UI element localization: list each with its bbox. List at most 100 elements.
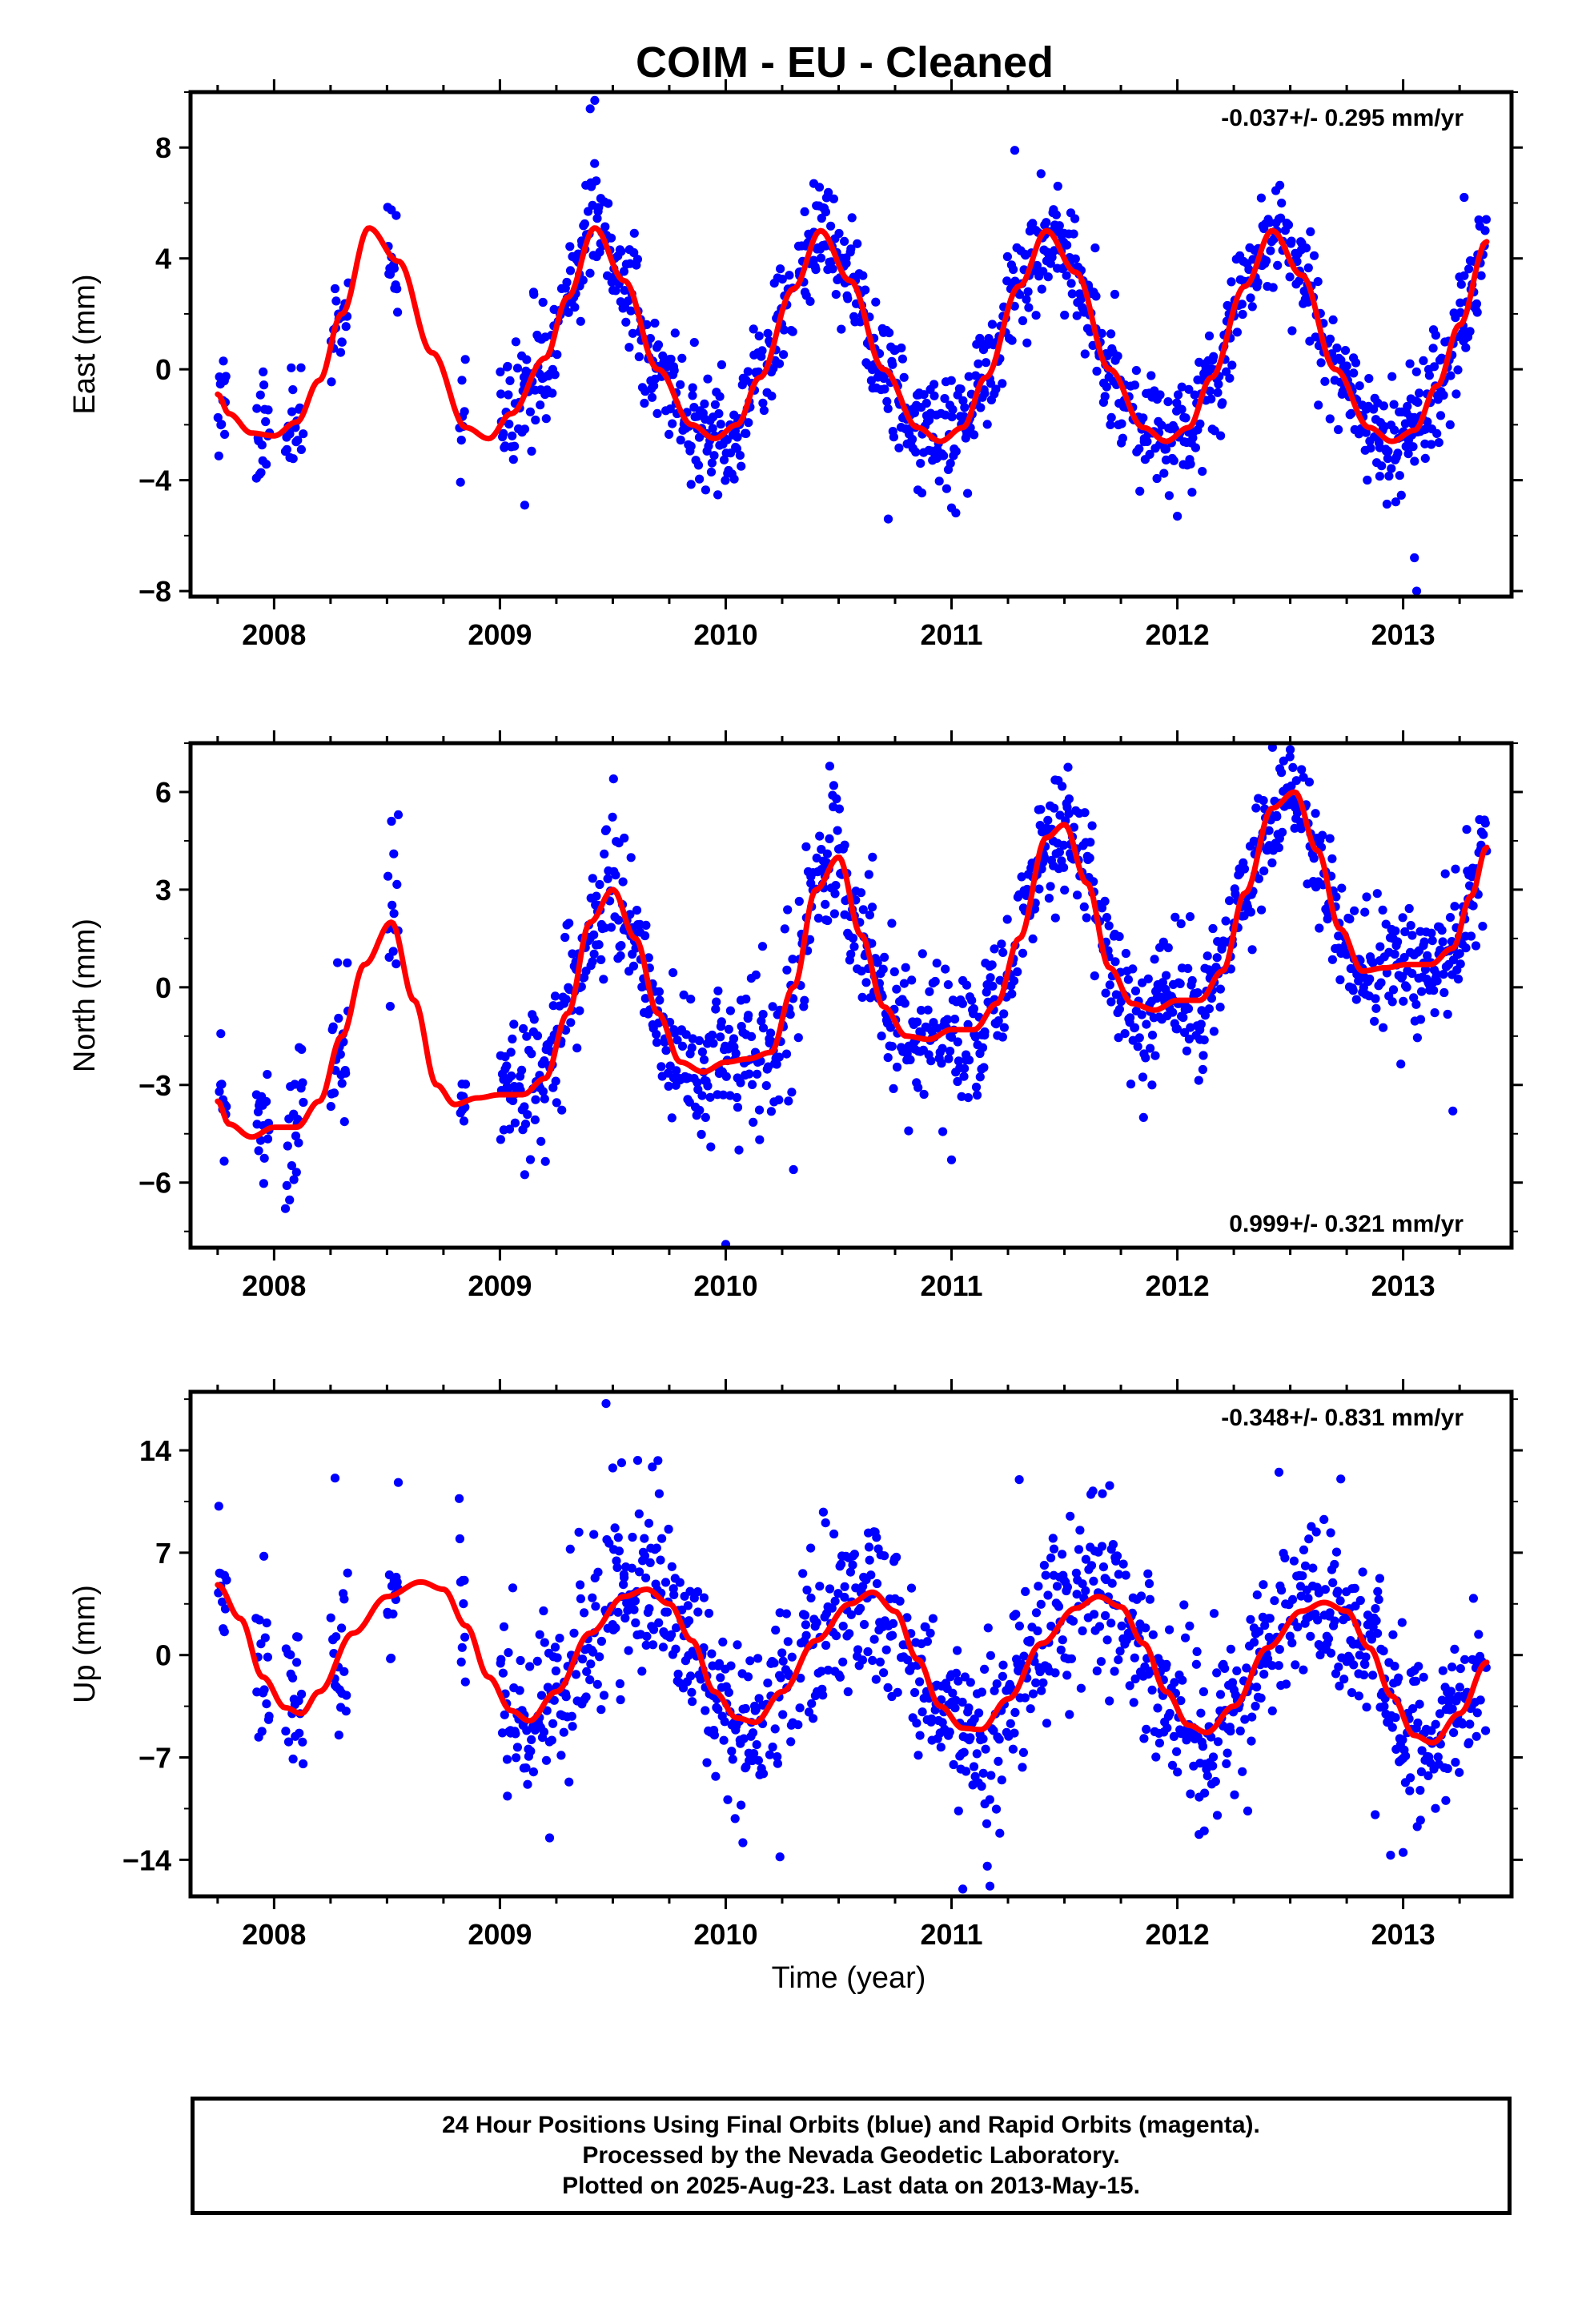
- north-data-point: [1043, 815, 1053, 825]
- east-data-point: [1135, 486, 1145, 497]
- north-data-point: [794, 896, 804, 907]
- east-data-point: [883, 404, 893, 413]
- north-data-point: [1288, 762, 1298, 773]
- up-data-point: [806, 1543, 816, 1553]
- north-data-point: [1200, 1011, 1210, 1020]
- up-data-point: [342, 1691, 351, 1700]
- up-data-point: [1090, 1610, 1099, 1619]
- north-plot-frame: [188, 741, 1514, 1250]
- north-data-point: [1239, 864, 1250, 874]
- up-data-point: [1238, 1767, 1247, 1776]
- north-data-point: [389, 909, 399, 919]
- up-data-point: [726, 1661, 736, 1671]
- east-data-point: [1204, 331, 1215, 341]
- north-data-point: [1162, 971, 1171, 980]
- east-data-point: [538, 297, 548, 308]
- east-data-point: [552, 350, 562, 360]
- east-data-point: [392, 284, 402, 294]
- east-data-point: [335, 348, 346, 357]
- up-data-point: [1065, 1710, 1074, 1719]
- north-data-point: [997, 939, 1006, 949]
- up-data-point: [998, 1671, 1007, 1681]
- up-data-point: [1018, 1747, 1028, 1757]
- up-data-point: [515, 1686, 524, 1695]
- north-data-point: [1412, 1033, 1422, 1043]
- north-data-point: [1013, 967, 1022, 977]
- north-data-point: [964, 1055, 974, 1065]
- up-data-point: [1331, 1547, 1342, 1557]
- up-data-point: [581, 1692, 591, 1702]
- north-data-point: [1147, 1080, 1157, 1090]
- north-data-point: [1194, 1076, 1203, 1085]
- north-data-point: [774, 1095, 784, 1104]
- up-data-point: [521, 1763, 531, 1773]
- up-data-point: [1458, 1719, 1468, 1729]
- up-data-point: [1243, 1806, 1253, 1815]
- north-points: [215, 743, 1492, 1248]
- up-data-point: [1041, 1570, 1050, 1580]
- north-data-point: [339, 1117, 349, 1127]
- east-data-point: [1325, 334, 1335, 344]
- north-data-point: [967, 995, 977, 1005]
- east-data-point: [689, 338, 699, 348]
- east-data-point: [1285, 272, 1295, 282]
- east-data-point: [590, 95, 600, 105]
- up-data-point: [526, 1747, 536, 1756]
- up-data-point: [388, 1609, 398, 1618]
- north-data-point: [686, 995, 696, 1004]
- up-data-point: [612, 1562, 622, 1572]
- up-data-point: [641, 1640, 651, 1650]
- north-data-point: [998, 1032, 1007, 1042]
- up-data-point: [580, 1608, 589, 1618]
- east-data-point: [1007, 336, 1017, 345]
- up-data-point: [455, 1494, 464, 1503]
- up-data-point: [796, 1673, 805, 1683]
- east-data-point: [626, 306, 636, 316]
- north-data-point: [747, 1031, 757, 1041]
- east-data-point: [717, 360, 727, 370]
- north-data-point: [640, 994, 650, 1003]
- east-data-point: [710, 400, 721, 409]
- east-data-point: [694, 432, 705, 442]
- up-data-point: [1039, 1561, 1049, 1570]
- east-data-point: [946, 459, 955, 468]
- up-data-point: [641, 1573, 651, 1582]
- north-data-point: [766, 1107, 777, 1116]
- north-data-point: [917, 1006, 926, 1015]
- up-data-point: [770, 1724, 780, 1734]
- east-data-point: [754, 332, 764, 341]
- up-data-point: [259, 1551, 269, 1561]
- east-data-point: [749, 324, 758, 334]
- up-data-point: [994, 1735, 1004, 1744]
- north-data-point: [1279, 756, 1288, 766]
- east-data-point: [642, 320, 652, 329]
- up-data-point: [264, 1711, 274, 1721]
- north-data-point: [857, 967, 866, 976]
- up-data-point: [288, 1673, 298, 1683]
- north-data-point: [731, 1048, 741, 1058]
- east-data-point: [1195, 419, 1205, 428]
- north-data-point: [1292, 808, 1303, 818]
- up-data-point: [835, 1672, 845, 1682]
- east-data-point: [257, 440, 267, 450]
- up-data-point: [500, 1710, 509, 1719]
- up-data-point: [1101, 1610, 1110, 1621]
- north-data-point: [1079, 902, 1089, 911]
- up-data-point: [1450, 1644, 1460, 1654]
- north-data-point: [520, 1102, 529, 1112]
- north-data-point: [1246, 907, 1255, 917]
- north-data-point: [946, 1155, 957, 1164]
- north-data-point: [1430, 1008, 1439, 1018]
- north-data-point: [459, 1116, 469, 1126]
- east-data-point: [946, 503, 957, 513]
- north-data-point: [821, 899, 830, 909]
- north-data-point: [1185, 912, 1195, 922]
- east-data-point: [843, 294, 853, 304]
- east-data-point: [1387, 464, 1396, 473]
- north-data-point: [695, 1105, 705, 1115]
- east-data-point: [956, 384, 966, 394]
- north-data-point: [1360, 907, 1370, 917]
- north-data-point: [849, 942, 859, 951]
- north-data-point: [572, 1043, 582, 1053]
- north-data-point: [1378, 905, 1387, 915]
